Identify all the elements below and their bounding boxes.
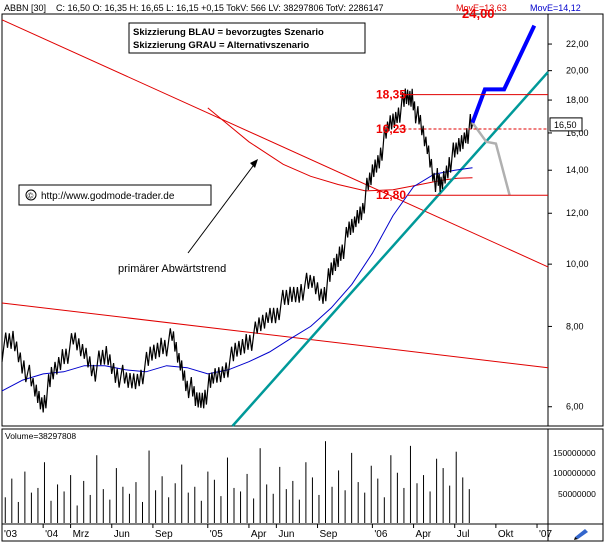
x-tick-label: '04 (45, 529, 58, 540)
arrowhead-icon (250, 159, 258, 168)
downtrend-line (1, 19, 549, 268)
price-panel (1, 13, 549, 427)
x-tick-label: '06 (374, 529, 387, 540)
y-tick-label: 10,00 (566, 259, 589, 269)
level-label: 16,23 (376, 122, 406, 136)
x-tick-label: Sep (155, 529, 173, 540)
level-label: 12,80 (376, 188, 406, 202)
x-tick-label: Mrz (73, 529, 90, 540)
x-tick-label: '03 (4, 529, 17, 540)
uptrend-line (231, 71, 549, 427)
x-tick-label: '05 (210, 529, 223, 540)
y-tick-label: 8,00 (566, 321, 584, 331)
x-tick-label: Jun (278, 529, 294, 540)
scenario-grey-path (471, 121, 511, 196)
volume-tick-50m: 50000000 (558, 489, 596, 499)
last-price-label: 16,50 (554, 120, 577, 130)
y-tick-label: 12,00 (566, 208, 589, 218)
legend-line-grey: Skizzierung GRAU = Alternativszenario (133, 40, 309, 51)
price-line (1, 88, 474, 413)
lower-trend-line (1, 302, 549, 369)
y-tick-label: 14,00 (566, 165, 589, 175)
copyright-symbol: © (28, 192, 34, 201)
price-axis-panel (547, 13, 604, 427)
volume-bars (4, 441, 470, 523)
volume-tick-100m: 100000000 (553, 468, 596, 478)
target-label: 24,00 (462, 6, 495, 21)
scenario-blue-path (470, 24, 537, 124)
y-tick-label: 18,00 (566, 95, 589, 105)
x-tick-label: Sep (320, 529, 338, 540)
annotation-arrow (187, 161, 257, 254)
watermark-text: http://www.godmode-trader.de (41, 191, 175, 202)
moving-average-line (1, 167, 473, 392)
watermark-box: © http://www.godmode-trader.de (18, 184, 212, 206)
y-tick-label: 20,00 (566, 66, 589, 76)
header-mov-red: MovE=13,63 (456, 3, 507, 13)
trend-annotation: primärer Abwärtstrend (118, 159, 258, 275)
level-label: 18,35 (376, 88, 406, 102)
chart-lines (1, 19, 549, 427)
annotation-text: primärer Abwärtstrend (118, 263, 226, 275)
header-mov-blue: MovE=14,12 (530, 3, 581, 13)
x-tick-label: Apr (416, 529, 432, 540)
legend-line-blue: Skizzierung BLAU = bevorzugtes Szenario (133, 27, 324, 38)
y-tick-label: 22,00 (566, 39, 589, 49)
x-tick-label: Apr (251, 529, 267, 540)
drawing-tool-icon[interactable] (572, 527, 590, 540)
header-symbol: ABBN [30] (4, 3, 46, 13)
y-tick-label: 6,00 (566, 402, 584, 412)
x-tick-label: Okt (498, 529, 514, 540)
volume-label: Volume=38297808 (5, 431, 76, 441)
copyright-icon (25, 189, 37, 201)
scenario-legend: Skizzierung BLAU = bevorzugtes Szenario … (128, 22, 366, 54)
volume-tick-150m: 150000000 (553, 448, 596, 458)
x-tick-label: '07 (539, 529, 552, 540)
y-tick-label: 16,00 (566, 128, 589, 138)
y-axis-ticks: 22,00 20,00 18,00 16,00 14,00 12,00 10,00 8,00 6… (548, 39, 589, 412)
level-lines: 18,35 16,23 12,80 (376, 88, 548, 202)
volume-panel (1, 428, 549, 525)
volume-axis-panel (547, 428, 604, 525)
x-tick-label: Jul (457, 529, 470, 540)
last-price-marker: 16,50 (549, 117, 583, 132)
x-tick-label: Jun (114, 529, 130, 540)
x-axis-labels: '03 '04 Mrz Jun Sep '05 Apr Jun Sep '06 Apr Jul Okt '… (1, 524, 552, 540)
header-fields: C: 16,50 O: 16,35 H: 16,65 L: 16,15 +0,1… (56, 3, 384, 13)
